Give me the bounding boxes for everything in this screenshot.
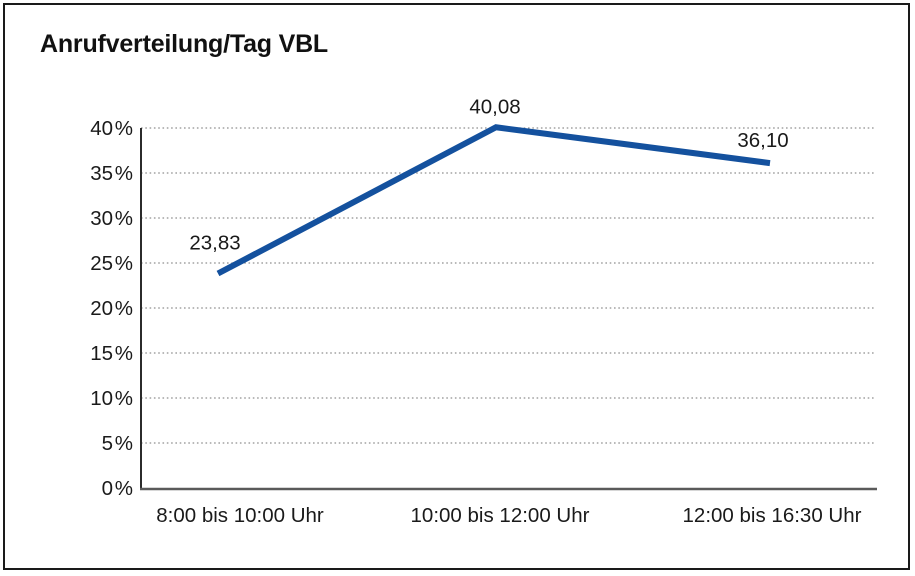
- x-category-label: 8:00 bis 10:00 Uhr: [156, 504, 324, 527]
- y-tick-label: 10 %: [90, 387, 133, 410]
- y-tick-label: 20 %: [90, 297, 133, 320]
- chart-title: Anrufverteilung/Tag VBL: [40, 30, 329, 58]
- x-category-label: 12:00 bis 16:30 Uhr: [683, 504, 862, 527]
- y-tick-label: 40 %: [90, 117, 133, 140]
- chart-frame: [3, 3, 910, 570]
- y-tick-label: 35 %: [90, 162, 133, 185]
- y-tick-label: 5 %: [102, 432, 133, 455]
- y-tick-label: 0 %: [102, 477, 133, 500]
- y-tick-label: 25 %: [90, 252, 133, 275]
- data-point-label: 23,83: [189, 232, 240, 255]
- x-category-label: 10:00 bis 12:00 Uhr: [411, 504, 590, 527]
- data-point-label: 36,10: [737, 129, 788, 152]
- y-tick-label: 15 %: [90, 342, 133, 365]
- data-line: [216, 124, 771, 277]
- data-point-label: 40,08: [469, 95, 520, 118]
- y-tick-label: 30 %: [90, 207, 133, 230]
